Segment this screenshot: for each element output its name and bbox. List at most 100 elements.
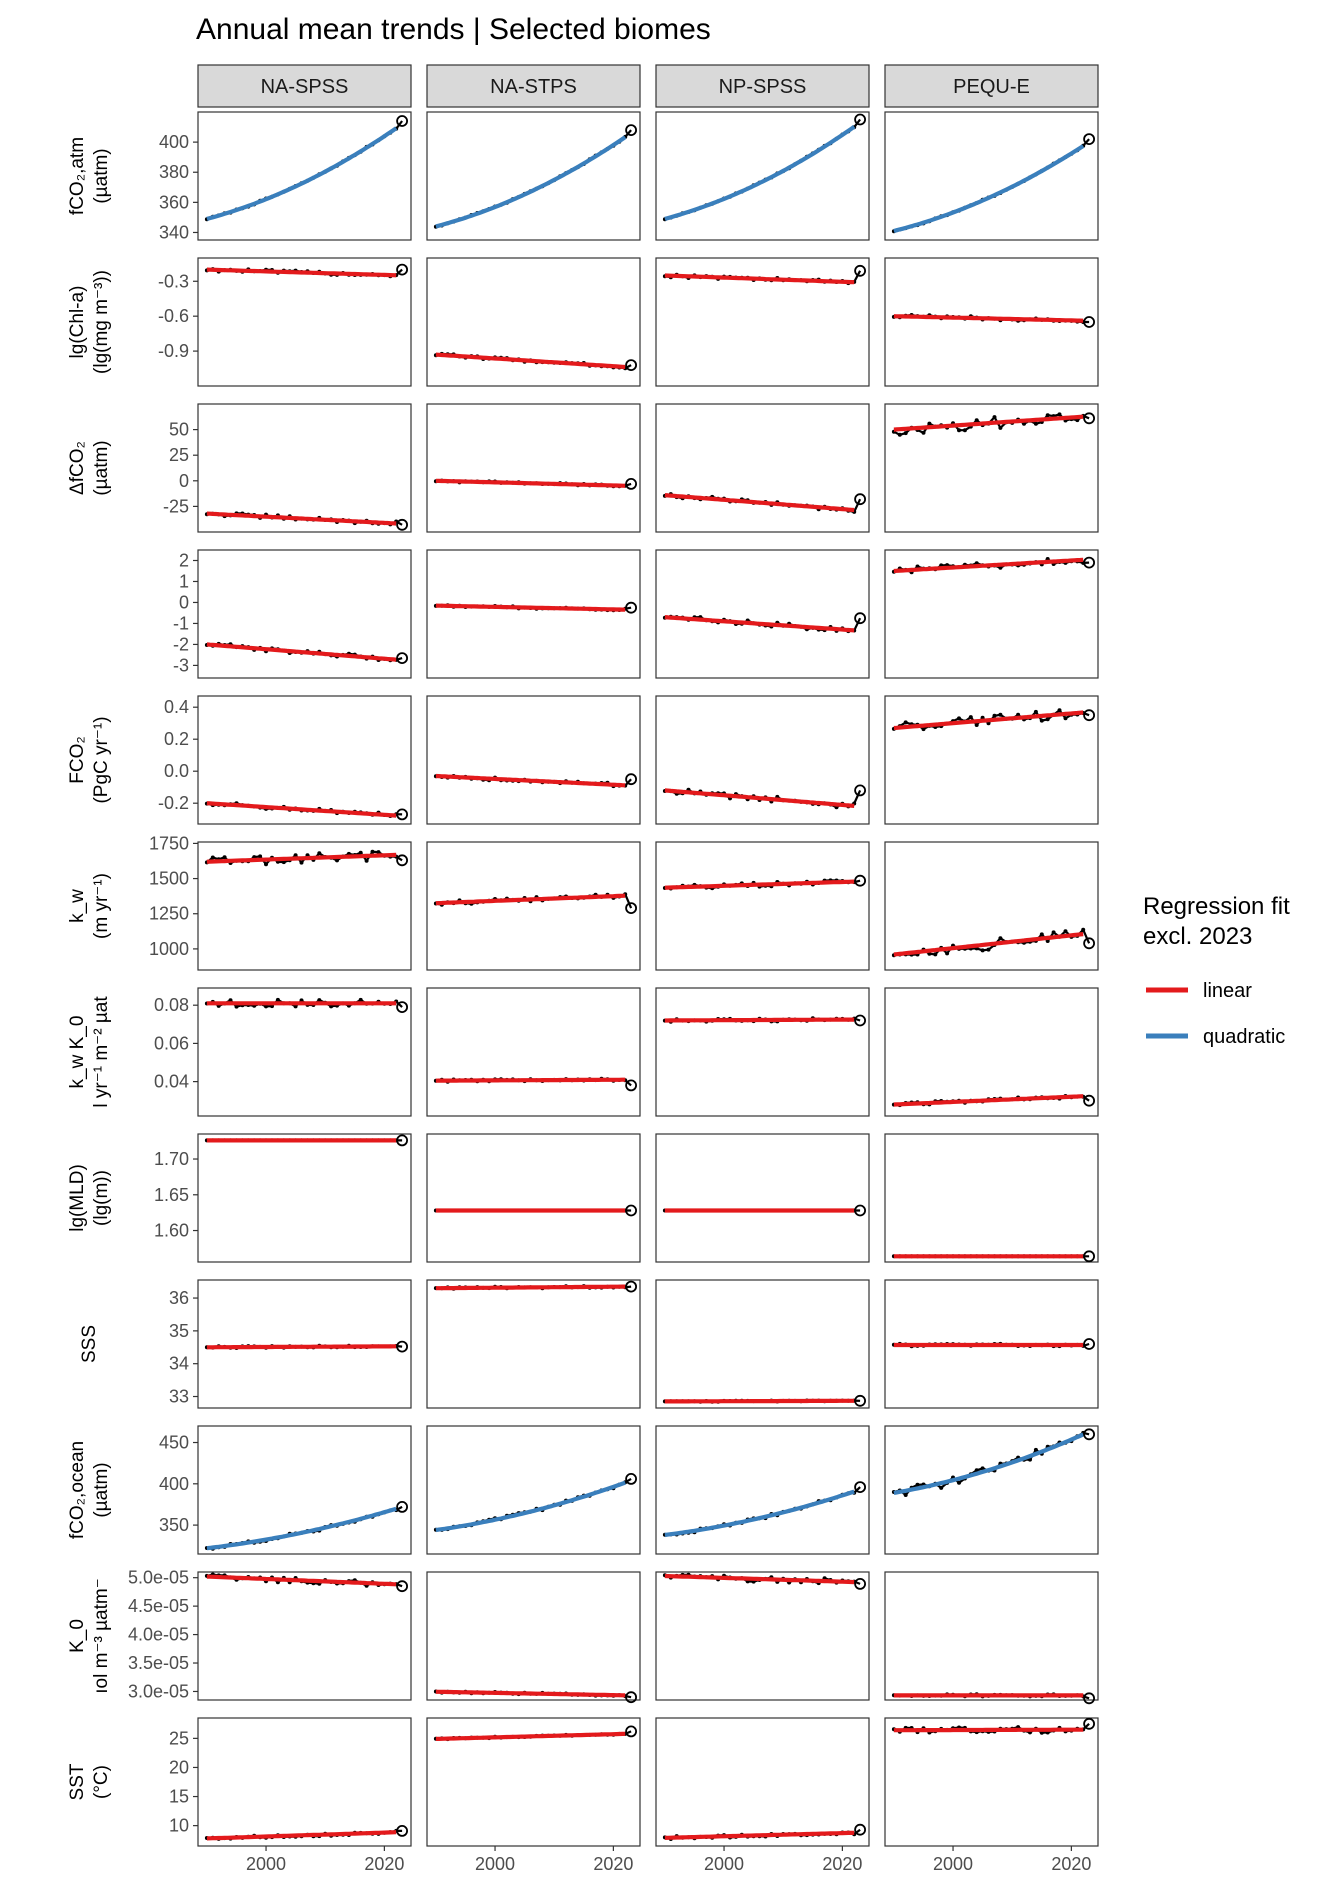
y-axis-title-line: (m yr⁻¹) (91, 873, 112, 939)
y-axis-title-line: (lg(m)) (91, 1170, 112, 1226)
panel-frame (655, 1571, 870, 1701)
observed-point (1057, 412, 1062, 417)
y-tick-label: 1250 (149, 904, 189, 924)
y-tick-label: -3 (173, 655, 189, 675)
facet-strip-label: NP-SPSS (719, 76, 807, 98)
x-tick-label: 2000 (246, 1854, 286, 1874)
linear-fit-line (664, 788, 855, 808)
point-2023-marker (854, 1394, 866, 1407)
observed-point (1033, 1447, 1038, 1452)
y-tick-label: 0.2 (164, 729, 189, 749)
point-2023-marker (625, 1691, 637, 1704)
y-axis-title-line: fCO₂,ocean (67, 1441, 88, 1539)
quadratic-fit-line (664, 1489, 855, 1538)
y-tick-label: 34 (169, 1354, 189, 1374)
y-tick-label: 25 (169, 1728, 189, 1748)
observed-point (1039, 718, 1044, 723)
observed-point (974, 723, 979, 727)
linear-fit-line (206, 511, 397, 526)
point-2023-marker (396, 115, 409, 127)
observed-point (358, 850, 363, 855)
point-2023-marker (854, 612, 866, 625)
point-2023-marker (625, 359, 637, 372)
observed-point (264, 862, 268, 867)
observed-point (992, 415, 997, 420)
facet-strip-label: NA-SPSS (261, 76, 349, 98)
panel-frame (655, 1717, 870, 1847)
linear-fit-line (664, 1573, 855, 1585)
panel-frame (655, 1279, 870, 1409)
y-tick-label: 25 (169, 445, 189, 465)
y-tick-label: 36 (169, 1288, 189, 1308)
y-tick-label: -2 (173, 634, 189, 654)
facet-strip (426, 64, 641, 108)
panel-frame (655, 841, 870, 971)
observed-point (299, 860, 304, 865)
y-tick-label: 400 (159, 1474, 189, 1494)
point-2023-marker (625, 773, 637, 786)
y-axis-title-line: SST (67, 1763, 88, 1800)
observed-point (957, 716, 961, 721)
point-2023-marker (854, 874, 866, 887)
y-tick-label: -0.2 (158, 793, 189, 813)
point-2023-marker (1083, 133, 1095, 146)
linear-fit-line (435, 1077, 626, 1083)
linear-fit-line (206, 1830, 397, 1841)
point-2023-marker (1083, 937, 1095, 950)
y-axis-title-line: ıol m⁻³ µatm⁻ (91, 1578, 112, 1693)
point-2023-marker (1083, 709, 1095, 722)
quadratic-fit-line (206, 1506, 397, 1551)
y-tick-label: 10 (169, 1816, 189, 1836)
point-2023-marker (625, 124, 637, 137)
observed-point (986, 947, 991, 952)
observed-point (998, 936, 1003, 941)
linear-fit-line (664, 273, 855, 285)
panel-frame (884, 403, 1099, 533)
panel-frame (426, 1571, 641, 1701)
point-2023-marker (1083, 556, 1095, 569)
observed-point (317, 998, 322, 1003)
y-tick-label: 1000 (149, 939, 189, 959)
y-tick-label: 2 (179, 550, 189, 570)
observed-point (1045, 717, 1050, 722)
quadratic-fit-line (435, 1480, 626, 1533)
y-tick-label: 1.60 (154, 1221, 189, 1241)
y-axis-title-line: SSS (79, 1325, 100, 1363)
point-2023-marker (396, 652, 409, 664)
point-2023-marker (1083, 1717, 1095, 1730)
observed-point (1051, 930, 1056, 935)
y-tick-label: 0 (179, 471, 189, 491)
y-axis-title-line: FCO₂ (67, 736, 88, 783)
observed-point (957, 428, 961, 433)
observed-point (998, 425, 1003, 430)
y-axis-title-line: fCO₂,atm (67, 137, 88, 215)
point-2023-marker (854, 1578, 866, 1590)
panel-frame (197, 403, 412, 533)
panel-frame (655, 1133, 870, 1263)
point-2023-marker (396, 1501, 409, 1513)
linear-fit-line (435, 1689, 626, 1698)
x-tick-label: 2000 (704, 1854, 744, 1874)
linear-fit-line (435, 893, 626, 906)
x-tick-label: 2000 (933, 1854, 973, 1874)
facet-strip-label: PEQU-E (953, 76, 1030, 98)
panel-frame (426, 1279, 641, 1409)
y-tick-label: -1 (173, 613, 189, 633)
facet-strip-label: NA-STPS (490, 76, 577, 98)
observed-point (293, 853, 298, 858)
y-tick-label: 3.0e-05 (128, 1681, 189, 1701)
point-2023-marker (1083, 1338, 1095, 1350)
panel-frame (655, 549, 870, 679)
panel-frame (197, 1133, 412, 1263)
quadratic-fit-line (206, 126, 398, 221)
panel-frame (655, 111, 870, 241)
y-axis-title-line: (µatm) (91, 1462, 112, 1517)
observed-point (974, 418, 979, 423)
panel-frame (426, 987, 641, 1117)
panel-frame (426, 403, 641, 533)
y-tick-label: 1.65 (154, 1185, 189, 1205)
x-tick-label: 2020 (822, 1854, 862, 1874)
observed-point (1057, 708, 1062, 713)
point-2023-marker (1083, 412, 1095, 425)
